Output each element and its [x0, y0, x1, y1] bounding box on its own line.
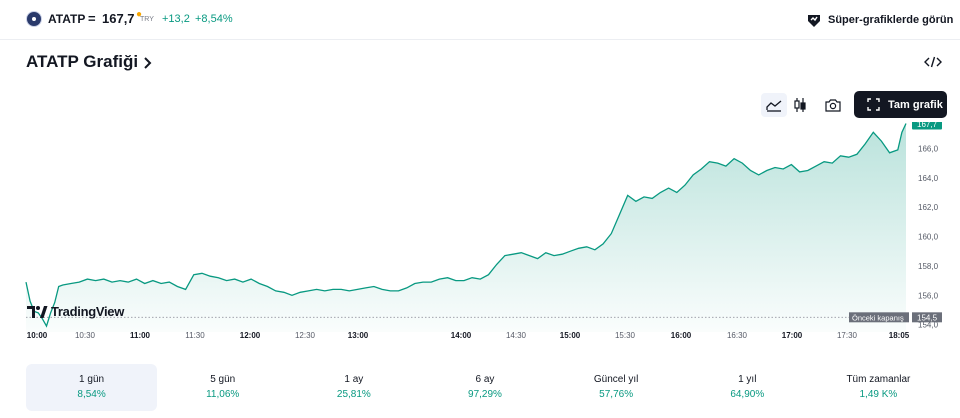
tradingview-logo-icon	[27, 305, 48, 318]
x-tick-label: 14:00	[450, 331, 472, 340]
symbol-currency: TRY	[140, 16, 154, 23]
tradingview-logo-text: TradingView	[51, 304, 125, 319]
x-tick-label: 10:00	[26, 331, 48, 340]
x-tick-label: 12:30	[294, 331, 316, 340]
period-button[interactable]: Tüm zamanlar 1,49 K%	[813, 364, 944, 411]
y-tick-label: 154,0	[918, 321, 939, 330]
y-tick-label: 162,0	[918, 203, 939, 212]
period-change: 64,90%	[730, 389, 765, 400]
x-tick-label: 15:30	[614, 331, 636, 340]
snapshot-button[interactable]	[820, 93, 846, 117]
previous-close-value: 154,5	[917, 313, 938, 322]
market-status-dot-icon: ●	[136, 9, 143, 20]
period-change: 25,81%	[336, 389, 371, 400]
fullscreen-icon	[867, 98, 880, 111]
period-button[interactable]: 5 gün 11,06%	[157, 364, 288, 411]
symbol-logo-icon	[26, 11, 42, 27]
super-charts-label: Süper-grafiklerde görün	[828, 14, 954, 26]
period-selector: 1 gün 8,54% 5 gün 11,06% 1 ay 25,81% 6 ay 97,29…	[26, 364, 944, 411]
camera-icon	[825, 99, 841, 112]
embed-code-icon[interactable]	[924, 55, 942, 69]
period-change: 1,49 K%	[859, 389, 898, 400]
x-tick-label: 17:30	[836, 331, 858, 340]
x-tick-label: 16:30	[726, 331, 748, 340]
period-name: 6 ay	[475, 374, 495, 385]
super-charts-icon	[808, 15, 820, 27]
symbol-change: +13,2	[162, 13, 190, 25]
x-tick-label: 12:00	[239, 331, 261, 340]
previous-close-value-box	[912, 312, 942, 323]
area-chart-icon	[766, 100, 782, 112]
period-change: 8,54%	[77, 389, 106, 400]
equals-sign: =	[88, 11, 96, 26]
chart-title-link[interactable]: ATATP Grafiği	[26, 52, 152, 72]
period-name: 1 gün	[79, 374, 105, 385]
price-line	[25, 123, 907, 328]
chevron-right-icon	[144, 57, 152, 69]
x-tick-label: 13:00	[347, 331, 369, 340]
x-tick-label: 15:00	[559, 331, 581, 340]
x-tick-label: 14:30	[505, 331, 527, 340]
super-charts-button[interactable]: Süper-grafiklerde görün	[806, 10, 953, 30]
y-tick-label: 164,0	[918, 174, 939, 183]
symbol-name[interactable]: ATATP	[48, 12, 86, 26]
last-price-label-box	[912, 122, 942, 130]
period-button[interactable]: Güncel yıl 57,76%	[551, 364, 682, 411]
period-name: 1 yıl	[738, 374, 757, 385]
area-chart-button[interactable]	[761, 93, 787, 117]
tradingview-logo: TradingView	[26, 304, 124, 319]
period-name: Tüm zamanlar	[846, 374, 911, 385]
period-name: 1 ay	[344, 374, 364, 385]
period-button[interactable]: 6 ay 97,29%	[419, 364, 550, 411]
y-tick-label: 156,0	[918, 291, 939, 300]
fullscreen-button[interactable]: Tam grafik	[854, 91, 947, 118]
x-tick-label: 11:00	[129, 331, 151, 340]
page-title: ATATP Grafiği	[26, 52, 139, 71]
y-tick-label: 166,0	[918, 144, 939, 153]
y-tick-label: 158,0	[918, 262, 939, 271]
symbol-bar: ATATP = 167,7 ● TRY +13,2 +8,54% Süper-g…	[0, 0, 960, 40]
period-name: 5 gün	[210, 374, 236, 385]
x-tick-label: 10:30	[74, 331, 96, 340]
symbol-price: 167,7	[102, 11, 135, 26]
period-change: 57,76%	[599, 389, 634, 400]
y-tick-label: 160,0	[918, 233, 939, 242]
period-change: 97,29%	[468, 389, 502, 400]
last-price-label: 167,7	[917, 122, 938, 129]
x-tick-label: 18:05	[888, 331, 910, 340]
symbol-change-percent: +8,54%	[195, 13, 233, 25]
x-tick-label: 11:30	[185, 331, 205, 340]
candlestick-icon	[794, 98, 806, 112]
period-name: Güncel yıl	[593, 374, 639, 385]
price-chart[interactable]: 154,0 156,0 158,0 160,0 162,0 164,0 166,0 Öncek…	[0, 122, 960, 332]
previous-close-text: Önceki kapanış	[852, 313, 904, 322]
price-area	[26, 123, 906, 332]
period-button[interactable]: 1 yıl 64,90%	[682, 364, 813, 411]
candles-chart-button[interactable]	[787, 93, 813, 117]
fullscreen-label: Tam grafik	[888, 98, 943, 111]
x-tick-label: 17:00	[781, 331, 803, 340]
previous-close-label-box	[849, 312, 909, 323]
period-change: 11,06%	[206, 389, 240, 400]
period-button[interactable]: 1 gün 8,54%	[26, 364, 158, 411]
period-button[interactable]: 1 ay 25,81%	[288, 364, 419, 411]
x-tick-label: 16:00	[670, 331, 692, 340]
